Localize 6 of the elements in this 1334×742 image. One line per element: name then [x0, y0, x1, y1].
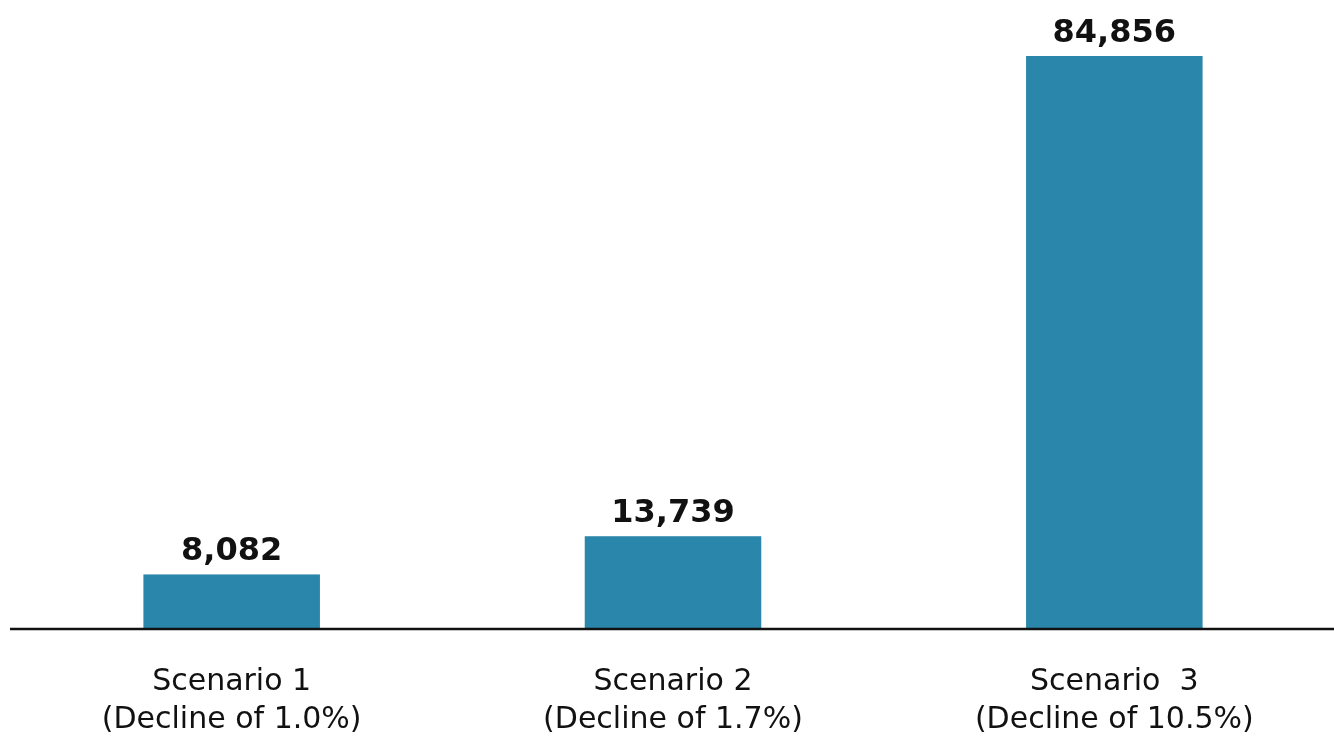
x-tick-label: Scenario 2 (Decline of 1.7%) — [543, 662, 803, 735]
data-label: 84,856 — [1052, 12, 1177, 50]
x-tick-label: Scenario 3 (Decline of 10.5%) — [974, 662, 1254, 735]
x-tick-label: Scenario 1 (Decline of 1.0%) — [101, 662, 362, 735]
data-label: 8,082 — [181, 530, 283, 569]
data-label: 13,739 — [611, 492, 735, 531]
